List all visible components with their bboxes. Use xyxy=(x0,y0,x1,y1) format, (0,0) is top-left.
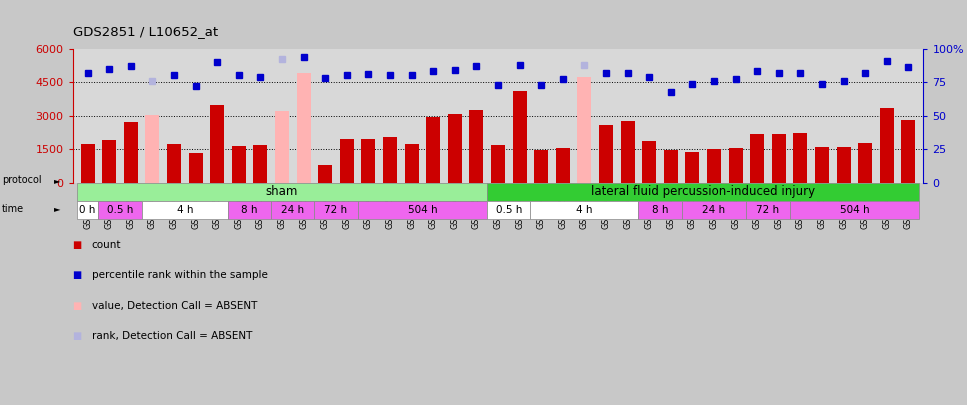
Bar xyxy=(210,104,224,183)
Bar xyxy=(513,91,527,183)
Bar xyxy=(404,144,419,183)
Text: 504 h: 504 h xyxy=(839,205,869,215)
Text: 8 h: 8 h xyxy=(652,205,668,215)
Bar xyxy=(707,149,721,183)
Text: lateral fluid percussion-induced injury: lateral fluid percussion-induced injury xyxy=(591,185,815,198)
Bar xyxy=(663,150,678,183)
Text: 0.5 h: 0.5 h xyxy=(106,205,133,215)
Text: percentile rank within the sample: percentile rank within the sample xyxy=(92,271,268,280)
Bar xyxy=(534,150,548,183)
Bar xyxy=(232,146,246,183)
Bar xyxy=(362,139,375,183)
Bar xyxy=(297,73,310,183)
Text: rank, Detection Call = ABSENT: rank, Detection Call = ABSENT xyxy=(92,331,252,341)
Bar xyxy=(318,165,333,183)
Bar xyxy=(426,117,440,183)
Bar xyxy=(314,201,358,219)
Bar xyxy=(491,145,505,183)
Text: value, Detection Call = ABSENT: value, Detection Call = ABSENT xyxy=(92,301,257,311)
Bar xyxy=(686,151,699,183)
Text: time: time xyxy=(2,204,24,213)
Bar xyxy=(487,201,531,219)
Bar xyxy=(793,132,807,183)
Bar xyxy=(747,201,790,219)
Bar xyxy=(621,122,634,183)
Bar xyxy=(772,134,786,183)
Text: GDS2851 / L10652_at: GDS2851 / L10652_at xyxy=(73,26,218,38)
Bar xyxy=(271,201,314,219)
Bar xyxy=(577,77,592,183)
Text: ■: ■ xyxy=(73,271,82,280)
Text: ►: ► xyxy=(54,176,61,185)
Text: 24 h: 24 h xyxy=(702,205,725,215)
Bar xyxy=(275,111,289,183)
Text: 0 h: 0 h xyxy=(79,205,96,215)
Text: ■: ■ xyxy=(73,240,82,250)
Text: 72 h: 72 h xyxy=(756,205,779,215)
Text: 4 h: 4 h xyxy=(177,205,193,215)
Bar xyxy=(189,153,203,183)
Bar xyxy=(901,120,916,183)
Text: count: count xyxy=(92,240,122,250)
Bar xyxy=(556,148,570,183)
Bar xyxy=(103,141,116,183)
Bar xyxy=(682,201,747,219)
Bar xyxy=(750,134,764,183)
Bar xyxy=(487,183,920,201)
Bar xyxy=(383,137,397,183)
Bar xyxy=(167,144,181,183)
Text: ■: ■ xyxy=(73,331,82,341)
Text: 72 h: 72 h xyxy=(325,205,347,215)
Bar xyxy=(531,201,638,219)
Bar xyxy=(228,201,271,219)
Bar xyxy=(76,201,99,219)
Bar xyxy=(253,145,268,183)
Bar xyxy=(99,201,141,219)
Bar xyxy=(76,183,487,201)
Text: 4 h: 4 h xyxy=(576,205,593,215)
Bar xyxy=(880,108,894,183)
Text: sham: sham xyxy=(266,185,298,198)
Bar xyxy=(599,125,613,183)
Bar xyxy=(80,144,95,183)
Text: 24 h: 24 h xyxy=(281,205,305,215)
Text: 0.5 h: 0.5 h xyxy=(496,205,522,215)
Bar xyxy=(815,147,829,183)
Bar xyxy=(448,113,462,183)
Bar xyxy=(469,110,484,183)
Text: ■: ■ xyxy=(73,301,82,311)
Bar xyxy=(124,122,138,183)
Bar xyxy=(836,147,851,183)
Text: ►: ► xyxy=(54,204,61,213)
Text: protocol: protocol xyxy=(2,175,42,185)
Text: 8 h: 8 h xyxy=(242,205,258,215)
Bar xyxy=(858,143,872,183)
Bar xyxy=(145,115,160,183)
Bar xyxy=(638,201,682,219)
Bar xyxy=(642,141,657,183)
Bar xyxy=(728,148,743,183)
Bar xyxy=(339,139,354,183)
Bar xyxy=(141,201,228,219)
Bar xyxy=(358,201,487,219)
Bar xyxy=(790,201,920,219)
Text: 504 h: 504 h xyxy=(408,205,437,215)
